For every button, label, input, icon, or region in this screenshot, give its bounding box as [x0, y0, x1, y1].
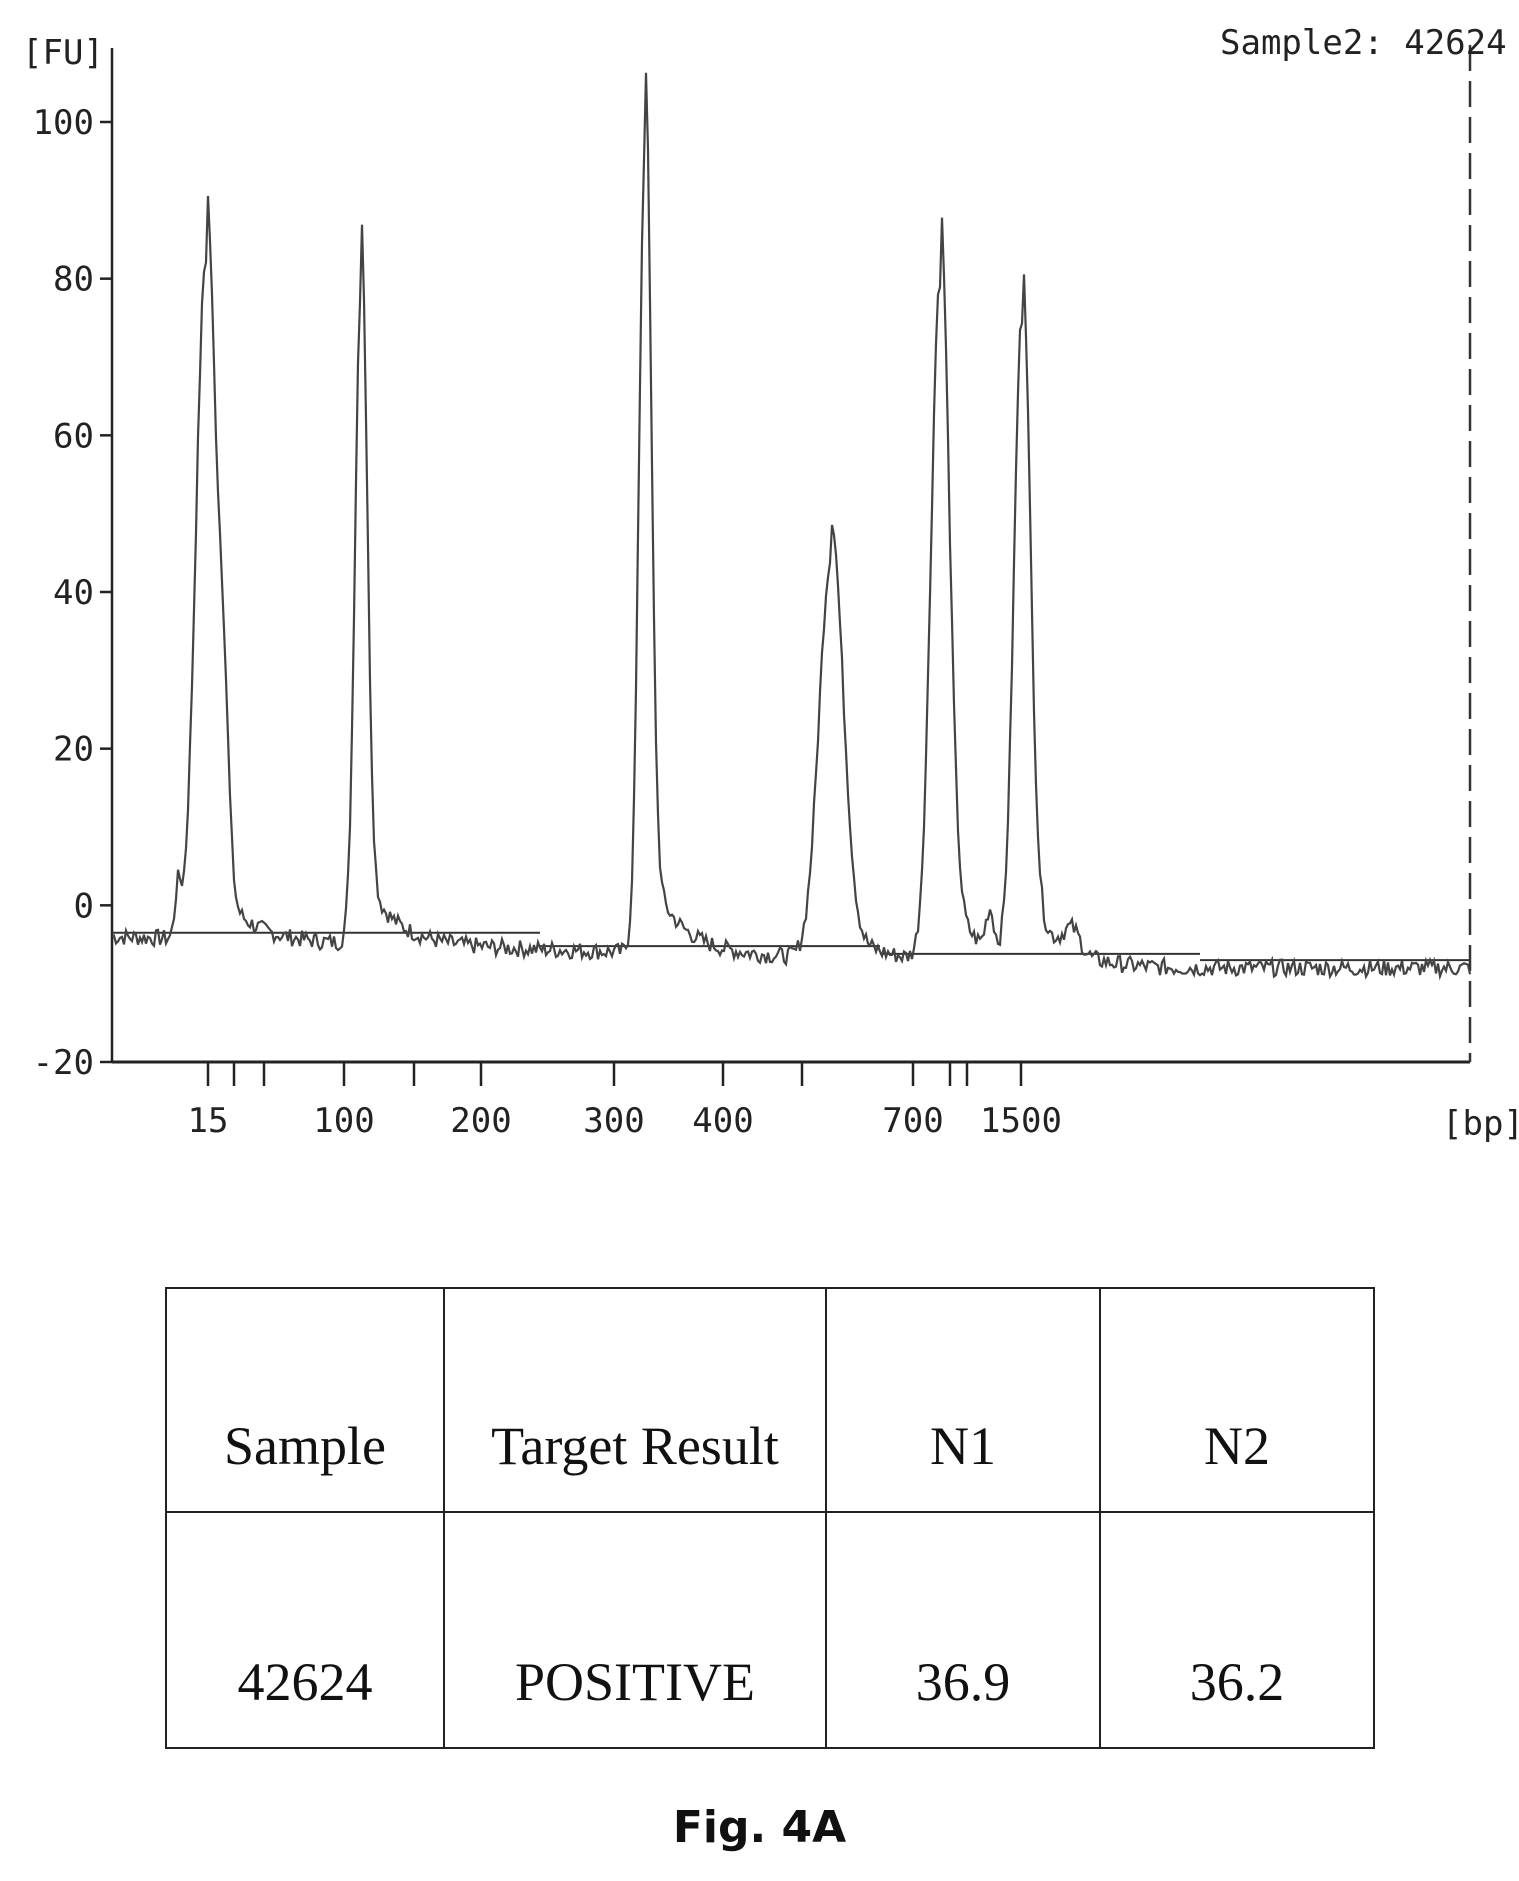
- y-axis-label: [FU]: [22, 33, 104, 73]
- header-target-result: Target Result: [443, 1287, 827, 1513]
- x-tick-label: 700: [882, 1101, 943, 1141]
- header-n2: N2: [1099, 1287, 1375, 1513]
- x-axis-label: [bp]: [1442, 1104, 1519, 1144]
- x-tick-label: 1500: [980, 1101, 1062, 1141]
- cell-sample: 42624: [165, 1511, 445, 1749]
- figure-caption: Fig. 4A: [672, 1802, 847, 1853]
- cell-n2: 36.2: [1099, 1511, 1375, 1749]
- table-row: 42624 POSITIVE 36.9 36.2: [165, 1511, 1375, 1749]
- y-axis: -20 0 20 40 60 80 100: [33, 48, 114, 1083]
- y-tick-label: 0: [74, 886, 94, 926]
- header-sample: Sample: [165, 1287, 445, 1513]
- trace-plot: [111, 72, 1472, 981]
- x-tick-label: 100: [313, 1101, 374, 1141]
- x-tick-label: 15: [188, 1101, 229, 1141]
- y-tick-label: -20: [33, 1043, 94, 1083]
- header-n1: N1: [825, 1287, 1101, 1513]
- y-tick-label: 80: [53, 260, 94, 300]
- cell-n1: 36.9: [825, 1511, 1101, 1749]
- results-table: Sample Target Result N1 N2 42624 POSITIV…: [165, 1287, 1375, 1749]
- x-tick-label: 200: [450, 1101, 511, 1141]
- y-tick-label: 20: [53, 730, 94, 770]
- x-tick-label: 300: [583, 1101, 644, 1141]
- sample-label: Sample2: 42624: [1220, 23, 1507, 63]
- x-axis: 15 100 200 300 400 700 1500: [112, 1060, 1470, 1141]
- cell-target-result: POSITIVE: [443, 1511, 827, 1749]
- y-tick-label: 40: [53, 573, 94, 613]
- x-tick-label: 400: [692, 1101, 753, 1141]
- y-tick-label: 60: [53, 416, 94, 456]
- table-header-row: Sample Target Result N1 N2: [165, 1287, 1375, 1513]
- electropherogram-chart: -20 0 20 40 60 80 100 15 100 200 300 400 700 1500 [F…: [22, 23, 1519, 1144]
- y-tick-label: 100: [33, 103, 94, 143]
- trace-line: [111, 72, 1472, 981]
